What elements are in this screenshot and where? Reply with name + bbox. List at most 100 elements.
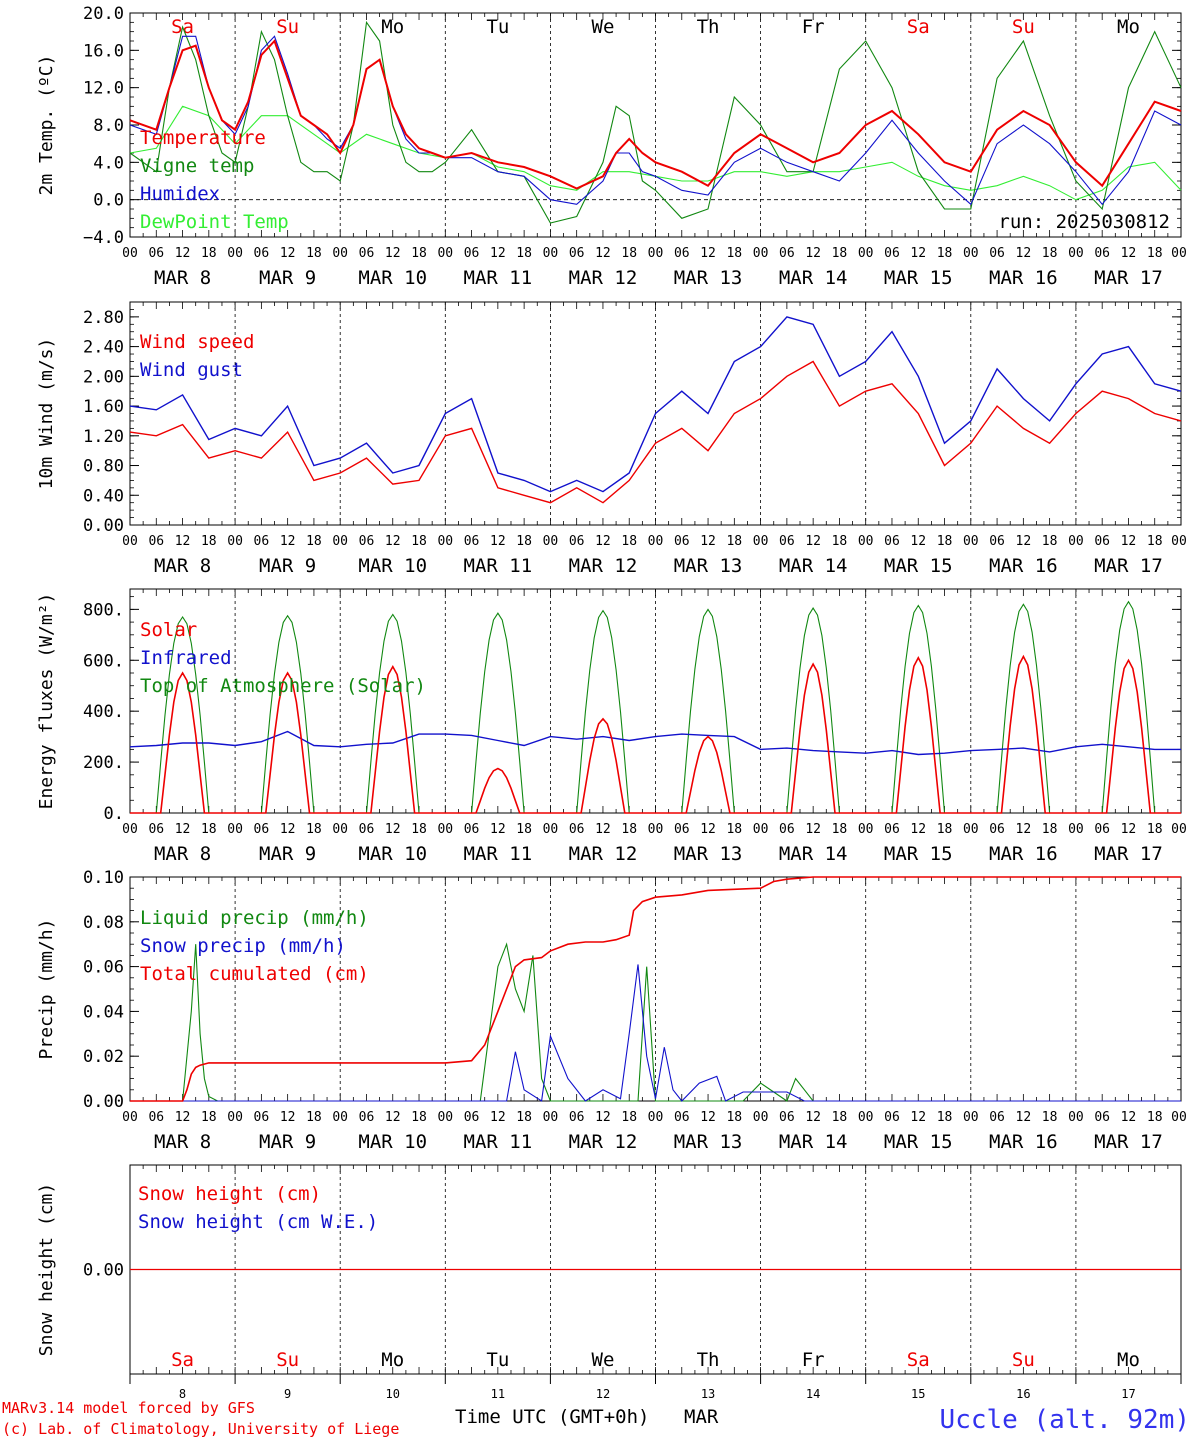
y-tick-label: 20.0 (83, 4, 124, 24)
hour-label: 18 (306, 534, 322, 549)
hour-label: 12 (280, 822, 296, 837)
hour-label: 18 (201, 246, 217, 261)
hour-label: 12 (805, 1110, 821, 1125)
date-label: MAR 10 (358, 1131, 427, 1153)
legend-entry: Top of Atmosphere (Solar) (140, 675, 426, 697)
hour-label: 18 (621, 822, 637, 837)
hour-label: 12 (385, 534, 401, 549)
date-label: MAR 13 (674, 843, 743, 865)
hour-label: 00 (753, 246, 769, 261)
day-number: 9 (284, 1387, 291, 1401)
hour-label: 12 (280, 1110, 296, 1125)
hour-label: 12 (1121, 246, 1137, 261)
date-label: MAR 16 (989, 555, 1058, 577)
hour-label: 00 (332, 1110, 348, 1125)
hour-label: 18 (411, 246, 427, 261)
y-tick-label: 2.40 (83, 338, 124, 358)
y-tick-label: 2.00 (83, 367, 124, 387)
day-name: Su (276, 1349, 299, 1371)
hour-label: 06 (1094, 1110, 1110, 1125)
y-tick-label: 16.0 (83, 41, 124, 61)
legend-entry: Humidex (140, 183, 220, 205)
panel-snow: 0.00 Snow height (cm) (36, 1164, 1182, 1375)
hour-label: 00 (437, 534, 453, 549)
hour-label: 18 (937, 822, 953, 837)
hour-label: 06 (674, 822, 690, 837)
hour-label: 12 (1121, 1110, 1137, 1125)
hour-label: 12 (805, 246, 821, 261)
y-tick-label: 0.0 (93, 191, 124, 211)
hour-label: 00 (1171, 534, 1187, 549)
day-name: Tu (486, 16, 509, 38)
hour-label: 00 (1171, 822, 1187, 837)
date-label: MAR 12 (569, 267, 638, 289)
y-tick-label: 2.80 (83, 308, 124, 328)
series-line-infrared (129, 730, 1181, 756)
series-line-total-cumulated-cm- (130, 876, 1181, 1102)
hour-label: 06 (254, 822, 270, 837)
day-number: 15 (911, 1387, 925, 1401)
hour-label: 00 (1068, 1110, 1084, 1125)
series-line-temperature (129, 39, 1182, 190)
hour-label: 18 (621, 1110, 637, 1125)
date-label: MAR 8 (154, 843, 211, 865)
day-number: 12 (596, 1387, 610, 1401)
hour-label: 00 (543, 1110, 559, 1125)
hour-label: 12 (385, 1110, 401, 1125)
hour-label: 06 (989, 246, 1005, 261)
hour-label: 18 (516, 1110, 532, 1125)
legend-entry: DewPoint Temp (140, 211, 289, 233)
legend-entry: Snow precip (mm/h) (140, 935, 346, 957)
hour-label: 00 (858, 822, 874, 837)
hour-label: 18 (1042, 534, 1058, 549)
hour-label: 12 (595, 822, 611, 837)
hour-label: 00 (858, 1110, 874, 1125)
hour-label: 00 (648, 246, 664, 261)
date-label: MAR 13 (674, 1131, 743, 1153)
hour-label: 06 (464, 822, 480, 837)
hour-label: 00 (963, 1110, 979, 1125)
day-name: Su (1012, 16, 1035, 38)
y-tick-label: 0.80 (83, 457, 124, 477)
hour-label: 00 (963, 246, 979, 261)
hour-label: 00 (753, 1110, 769, 1125)
hour-label: 06 (569, 822, 585, 837)
hour-label: 06 (779, 1110, 795, 1125)
x-axis-month: MAR (684, 1406, 719, 1428)
hour-label: 12 (700, 534, 716, 549)
hour-label: 12 (1016, 822, 1032, 837)
day-name: Mo (1117, 16, 1140, 38)
hour-label: 06 (359, 1110, 375, 1125)
legend-entry: Liquid precip (mm/h) (140, 907, 369, 929)
day-name: Mo (381, 16, 404, 38)
hour-label: 18 (726, 534, 742, 549)
hour-label: 18 (726, 822, 742, 837)
date-label: MAR 17 (1094, 267, 1163, 289)
hour-label: 12 (490, 822, 506, 837)
hour-label: 12 (700, 246, 716, 261)
hour-label: 06 (569, 1110, 585, 1125)
hour-label: 06 (148, 822, 164, 837)
series-line-vigne-temp (129, 20, 1182, 224)
day-number: 13 (701, 1387, 715, 1401)
hour-label: 18 (621, 534, 637, 549)
y-tick-label: 0. (104, 804, 124, 824)
hour-label: 00 (543, 246, 559, 261)
hour-label: 06 (1094, 534, 1110, 549)
date-label: MAR 12 (569, 1131, 638, 1153)
y-tick-label: 0.08 (83, 913, 124, 933)
date-label: MAR 13 (674, 555, 743, 577)
hour-label: 18 (411, 1110, 427, 1125)
hour-label: 00 (1068, 534, 1084, 549)
date-label: MAR 14 (779, 267, 848, 289)
date-label: MAR 13 (674, 267, 743, 289)
date-label: MAR 15 (884, 267, 953, 289)
date-label: MAR 10 (358, 267, 427, 289)
hour-label: 18 (937, 1110, 953, 1125)
y-tick-label: 0.02 (83, 1047, 124, 1067)
legend-entry: Snow height (cm) (138, 1183, 321, 1205)
hour-label: 00 (858, 246, 874, 261)
y-tick-label: 4.0 (93, 153, 124, 173)
hour-label: 18 (1042, 1110, 1058, 1125)
hour-label: 12 (175, 822, 191, 837)
